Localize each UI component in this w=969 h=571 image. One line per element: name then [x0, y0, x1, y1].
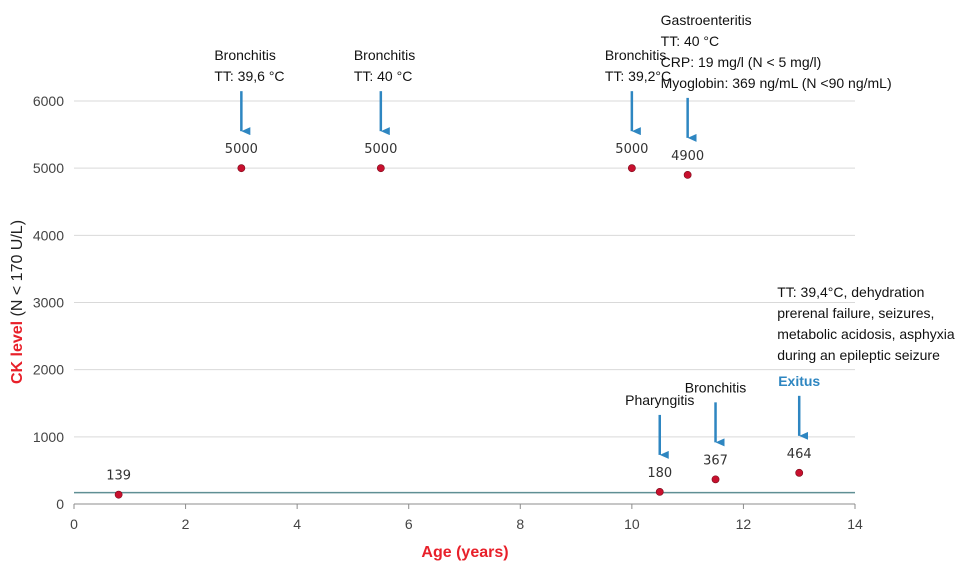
data-label: 5000 [225, 142, 258, 157]
annotation-text: metabolic acidosis, asphyxia [777, 326, 955, 342]
x-tick-label: 10 [624, 516, 640, 532]
y-tick-label: 2000 [33, 362, 64, 378]
data-label: 367 [703, 453, 728, 468]
data-points: 139 5000 5000 5000 4900 180 367 464 [106, 142, 812, 499]
annotation-text: Bronchitis [354, 47, 415, 63]
annotation-exitus: Exitus [778, 373, 820, 389]
data-point [376, 164, 385, 173]
x-tick-label: 6 [405, 516, 413, 532]
x-tick-label: 4 [293, 516, 301, 532]
y-tick-label: 0 [56, 496, 64, 512]
annotation-text: Pharyngitis [625, 392, 694, 408]
data-point [795, 468, 804, 477]
x-tick-label: 8 [516, 516, 524, 532]
y-tick-label: 5000 [33, 160, 64, 176]
axes: 0 1000 2000 3000 4000 5000 6000 0 2 4 6 8 10 12 14 [33, 93, 863, 532]
annotation-text: TT: 39,4°C, dehydration [777, 284, 924, 300]
x-tick-label: 0 [70, 516, 78, 532]
data-point [655, 488, 664, 496]
annotation-text: TT: 40 °C [354, 68, 413, 84]
y-axis-title-sub: (N < 170 U/L) [9, 220, 26, 321]
annotation-text: during an epileptic seizure [777, 347, 940, 363]
data-point [683, 170, 692, 179]
y-axis-title: CK level (N < 170 U/L) [9, 220, 26, 384]
y-axis-title-main: CK level [9, 321, 26, 384]
data-label: 5000 [364, 142, 397, 157]
data-point [711, 475, 720, 484]
x-axis-title: Age (years) [421, 544, 508, 561]
annotation-text: TT: 39,6 °C [214, 68, 284, 84]
x-tick-label: 12 [736, 516, 752, 532]
annotation-text: Bronchitis [685, 379, 746, 395]
data-label: 180 [647, 466, 672, 481]
annotation-text: Bronchitis [605, 47, 666, 63]
annotation-text: CRP: 19 mg/l (N < 5 mg/l) [661, 54, 822, 70]
data-point [627, 164, 636, 173]
y-tick-label: 3000 [33, 295, 64, 311]
annotation-text: Gastroenteritis [661, 12, 752, 28]
annotation-text: TT: 40 °C [661, 33, 720, 49]
data-label: 139 [106, 469, 131, 484]
annotation-text: Myoglobin: 369 ng/mL (N <90 ng/mL) [661, 75, 892, 91]
data-label: 5000 [615, 142, 648, 157]
x-tick-label: 2 [182, 516, 190, 532]
y-tick-label: 4000 [33, 227, 64, 243]
y-tick-label: 1000 [33, 429, 64, 445]
y-tick-label: 6000 [33, 93, 64, 109]
data-point [114, 490, 123, 499]
data-label: 464 [787, 447, 812, 462]
annotation-text: TT: 39,2°C [605, 68, 671, 84]
data-point [237, 164, 246, 173]
data-label: 4900 [671, 149, 704, 164]
annotations: Bronchitis TT: 39,6 °C Bronchitis TT: 40 °… [214, 12, 955, 459]
annotation-text: Bronchitis [214, 47, 275, 63]
grid-lines [74, 100, 855, 438]
annotation-text: prerenal failure, seizures, [777, 305, 934, 321]
x-tick-label: 14 [847, 516, 863, 532]
